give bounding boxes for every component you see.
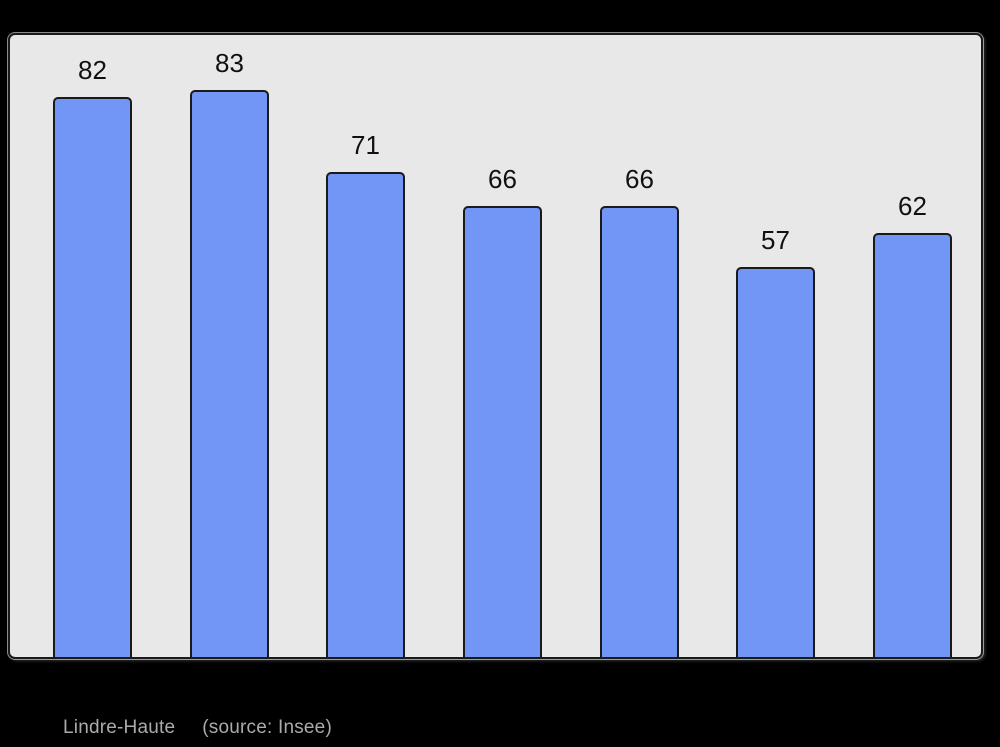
bar bbox=[736, 267, 815, 657]
bar bbox=[600, 206, 679, 657]
bar-data-label: 62 bbox=[898, 191, 927, 221]
caption-place-label: Lindre-Haute bbox=[63, 717, 176, 738]
bar-data-label: 66 bbox=[488, 164, 517, 194]
bar bbox=[873, 233, 952, 657]
bar-data-label: 83 bbox=[215, 48, 244, 78]
bar-chart-plot-area: 82 83 71 66 66 57 62 bbox=[10, 35, 981, 657]
bar bbox=[190, 90, 269, 657]
chart-panel: 82 83 71 66 66 57 62 bbox=[8, 33, 983, 659]
bar bbox=[463, 206, 542, 657]
bar-data-label: 57 bbox=[761, 225, 790, 255]
bar bbox=[326, 172, 405, 657]
caption-source-label: (source: Insee) bbox=[202, 717, 332, 738]
bar-data-label: 82 bbox=[78, 55, 107, 85]
bar-data-label: 71 bbox=[351, 130, 380, 160]
bar-data-label: 66 bbox=[625, 164, 654, 194]
bar bbox=[53, 97, 132, 657]
chart-caption: Lindre-Haute (source: Insee) bbox=[63, 717, 332, 740]
